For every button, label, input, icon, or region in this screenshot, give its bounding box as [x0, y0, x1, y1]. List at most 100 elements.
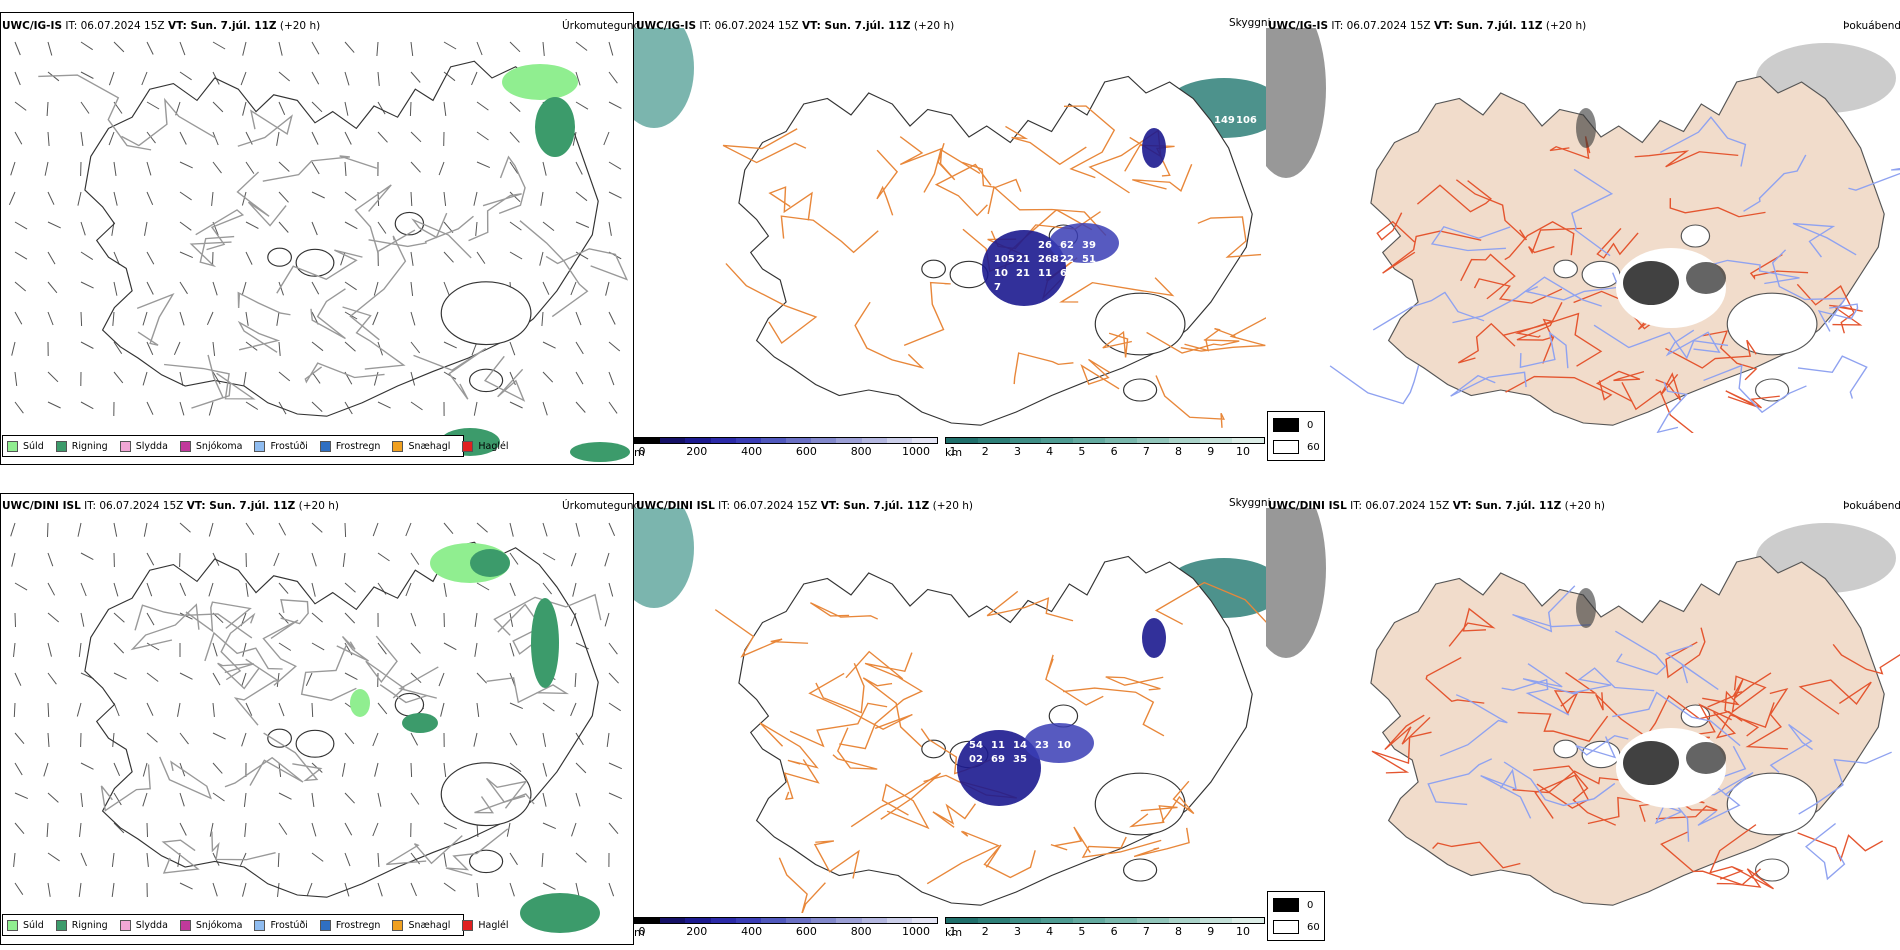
wind-barb: [608, 191, 622, 199]
road-line: [862, 677, 923, 748]
wind-barb: [113, 672, 127, 680]
visibility-value-label: 7: [994, 282, 1001, 293]
wind-barb: [509, 702, 524, 710]
wind-barb: [575, 882, 580, 897]
fog-legend-swatch: [1273, 920, 1299, 934]
legend-swatch: [319, 919, 331, 931]
wind-barb: [242, 41, 247, 56]
wind-barb: [344, 41, 355, 53]
road-line: [1519, 331, 1569, 369]
rain-area: [570, 442, 630, 462]
wind-barb: [410, 161, 421, 173]
wind-barb: [509, 221, 522, 231]
visibility-value-label: 39: [1082, 240, 1096, 251]
glacier-outline: [1726, 772, 1818, 836]
wind-barb: [113, 522, 118, 537]
wind-barb: [278, 101, 286, 116]
glacier-outline: [1754, 378, 1790, 402]
legend-label: Rigning: [71, 919, 108, 931]
wind-barb: [113, 822, 125, 834]
road-line: [191, 354, 232, 409]
wind-barb: [80, 401, 94, 410]
colorbar-cell: [946, 918, 978, 923]
wind-barb: [142, 792, 148, 807]
wind-barb: [410, 191, 413, 207]
road-line: [1771, 249, 1847, 323]
wind-barb: [47, 41, 53, 56]
wind-barb: [311, 702, 314, 718]
road-line: [236, 171, 287, 227]
wind-barb: [604, 552, 610, 567]
wind-barb: [278, 612, 289, 624]
wind-barb: [13, 852, 16, 867]
road-line: [1656, 381, 1689, 433]
wind-barb: [344, 281, 357, 291]
road-line: [714, 609, 809, 658]
wind-barb: [47, 191, 55, 205]
colorbar-tick-label: 2: [981, 925, 989, 938]
wind-barb: [443, 852, 447, 867]
wind-barb: [14, 41, 21, 56]
wind-barb: [344, 672, 358, 681]
road-line: [1612, 691, 1741, 747]
legend-swatch: [55, 919, 67, 931]
road-line: [1425, 657, 1485, 704]
legend-item: Snæhagl: [392, 440, 450, 452]
fog-legend-label: 0: [1307, 419, 1314, 431]
wind-barb: [212, 702, 215, 717]
glacier-outline: [295, 248, 335, 277]
visibility-value-label: 10: [1082, 268, 1096, 279]
wind-barb: [311, 41, 320, 55]
wind-barb: [47, 852, 60, 862]
wind-barb: [311, 161, 320, 175]
fog-legend-row: 0: [1273, 418, 1313, 432]
wind-barb: [542, 371, 554, 383]
wind-barb: [179, 221, 192, 231]
road-line: [445, 828, 509, 876]
wind-barb: [311, 371, 321, 384]
wind-barb: [173, 341, 181, 356]
wind-barb: [473, 191, 478, 206]
road-line: [1798, 751, 1892, 815]
road-line: [1571, 168, 1614, 257]
road-line: [1522, 663, 1579, 695]
road-line: [220, 612, 256, 681]
wind-barb: [608, 41, 614, 56]
wind-barb: [377, 702, 388, 715]
road-line: [1614, 630, 1667, 676]
wind-barb: [80, 41, 93, 51]
wind-barb: [242, 101, 247, 116]
wind-barb: [212, 642, 218, 657]
wind-barb: [311, 522, 323, 533]
colorbar-cell: [1104, 918, 1137, 923]
road-line: [164, 363, 256, 400]
wind-barb: [245, 702, 253, 716]
wind-barb: [410, 251, 414, 266]
wind-barb: [179, 161, 193, 169]
wind-barb: [245, 401, 259, 410]
wind-barb: [410, 552, 420, 565]
wind-barb: [179, 281, 188, 295]
wind-barb: [542, 341, 556, 349]
wind-barb: [542, 762, 548, 777]
road-line: [342, 306, 406, 370]
road-line: [768, 186, 813, 221]
fog-low-visibility: [1024, 723, 1094, 763]
wind-barb: [410, 612, 417, 627]
road-line: [1504, 221, 1575, 261]
legend-swatch: [462, 440, 474, 452]
colorbar-cell: [635, 918, 661, 923]
road-line: [1512, 770, 1625, 794]
rain-area: [520, 893, 600, 933]
wind-barb: [146, 161, 152, 176]
wind-barb: [575, 41, 588, 51]
legend-item: Rigning: [55, 440, 108, 452]
road-line: [810, 602, 879, 620]
road-line: [986, 590, 1074, 622]
road-line: [1059, 277, 1175, 303]
wind-barb: [476, 131, 489, 141]
wind-barb: [146, 41, 154, 55]
glacier-outline: [267, 728, 292, 748]
colorbar-cell: [946, 438, 978, 443]
wind-barb: [14, 371, 18, 386]
